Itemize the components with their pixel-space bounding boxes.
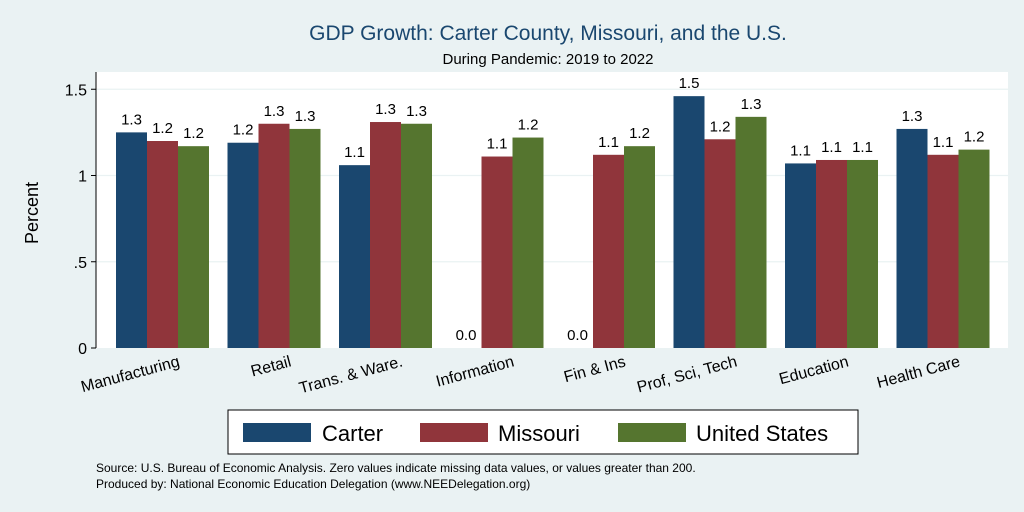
legend: Carter Missouri United States <box>227 409 859 455</box>
data-label-carter-education: 1.1 <box>790 142 811 159</box>
data-label-missouri-fin-ins: 1.1 <box>598 134 619 151</box>
bar-united-states-fin-ins <box>624 146 655 348</box>
legend-swatch-united-states <box>618 423 686 442</box>
source-note: Source: U.S. Bureau of Economic Analysis… <box>96 461 696 475</box>
data-label-missouri-health-care: 1.1 <box>933 134 954 151</box>
bar-missouri-information <box>481 156 513 348</box>
bar-united-states-health-care <box>958 149 990 348</box>
data-label-carter-health-care: 1.3 <box>902 108 923 125</box>
data-label-carter-fin-ins: 0.0 <box>567 327 588 344</box>
bar-carter-health-care <box>896 128 928 348</box>
x-tick-label-trans-ware: Trans. & Ware. <box>297 353 404 397</box>
x-tick-label-education: Education <box>777 353 850 388</box>
bar-united-states-trans-ware <box>401 123 432 348</box>
bar-missouri-fin-ins <box>593 154 624 348</box>
data-label-united-states-information: 1.2 <box>518 117 539 134</box>
legend-label-carter: Carter <box>322 421 383 446</box>
x-labels-group: Manufacturing Retail Trans. & Ware. Informa… <box>79 353 962 397</box>
y-tick-label: .5 <box>74 255 87 272</box>
bar-carter-prof-sci-tech <box>673 96 705 349</box>
data-label-united-states-trans-ware: 1.3 <box>406 103 427 120</box>
bar-united-states-education <box>847 159 878 348</box>
chart-subtitle: During Pandemic: 2019 to 2022 <box>443 51 654 68</box>
data-label-carter-trans-ware: 1.1 <box>344 144 365 161</box>
bar-united-states-manufacturing <box>178 146 209 348</box>
bar-carter-trans-ware <box>339 165 370 348</box>
x-tick-label-information: Information <box>434 353 516 390</box>
data-label-missouri-manufacturing: 1.2 <box>152 120 173 137</box>
data-label-carter-retail: 1.2 <box>233 122 254 139</box>
legend-label-missouri: Missouri <box>498 421 580 446</box>
bar-missouri-education <box>816 159 847 348</box>
data-label-carter-prof-sci-tech: 1.5 <box>679 75 700 92</box>
y-tick-label: 0 <box>78 341 87 358</box>
data-label-missouri-education: 1.1 <box>821 139 842 156</box>
bar-missouri-trans-ware <box>370 122 401 349</box>
x-tick-label-fin-ins: Fin & Ins <box>562 353 627 386</box>
data-label-missouri-trans-ware: 1.3 <box>375 101 396 118</box>
bar-carter-education <box>785 163 816 348</box>
bar-missouri-manufacturing <box>147 141 178 348</box>
y-tick-label: 1.5 <box>65 82 87 99</box>
data-label-united-states-fin-ins: 1.2 <box>629 125 650 142</box>
produced-by-note: Produced by: National Economic Education… <box>96 477 530 491</box>
data-label-united-states-health-care: 1.2 <box>964 129 985 146</box>
legend-label-united-states: United States <box>696 421 828 446</box>
data-label-united-states-prof-sci-tech: 1.3 <box>741 96 762 113</box>
x-tick-label-health-care: Health Care <box>875 353 962 392</box>
bars-group <box>116 96 990 349</box>
bar-carter-manufacturing <box>116 132 147 348</box>
bar-missouri-prof-sci-tech <box>704 139 736 348</box>
bar-united-states-information <box>512 137 544 348</box>
data-label-missouri-prof-sci-tech: 1.2 <box>710 118 731 135</box>
data-label-united-states-education: 1.1 <box>852 139 873 156</box>
bar-united-states-retail <box>289 128 321 348</box>
data-label-missouri-information: 1.1 <box>487 136 508 153</box>
y-axis-label: Percent <box>22 182 42 244</box>
data-label-carter-information: 0.0 <box>456 327 477 344</box>
x-tick-label-manufacturing: Manufacturing <box>79 353 181 396</box>
legend-box <box>227 409 859 455</box>
y-tick-label: 1 <box>78 169 87 186</box>
legend-swatch-missouri <box>420 423 488 442</box>
data-label-missouri-retail: 1.3 <box>264 103 285 120</box>
legend-swatch-carter <box>243 423 311 442</box>
data-labels-group: 1.3 1.2 1.2 1.2 1.3 1.3 1.1 1.3 1.3 0.0 1.1 1.2 0.0 1… <box>121 75 984 344</box>
x-tick-label-retail: Retail <box>249 353 293 380</box>
y-ticks-group: 0 .5 1 1.5 <box>65 82 96 358</box>
bar-missouri-retail <box>258 123 290 348</box>
data-label-carter-manufacturing: 1.3 <box>121 111 142 128</box>
bar-carter-retail <box>227 142 259 348</box>
data-label-united-states-manufacturing: 1.2 <box>183 125 204 142</box>
bar-united-states-prof-sci-tech <box>735 116 767 348</box>
data-label-united-states-retail: 1.3 <box>295 108 316 125</box>
x-tick-label-prof-sci-tech: Prof, Sci, Tech <box>635 353 739 396</box>
bar-missouri-health-care <box>927 154 959 348</box>
chart-title: GDP Growth: Carter County, Missouri, and… <box>309 22 787 45</box>
